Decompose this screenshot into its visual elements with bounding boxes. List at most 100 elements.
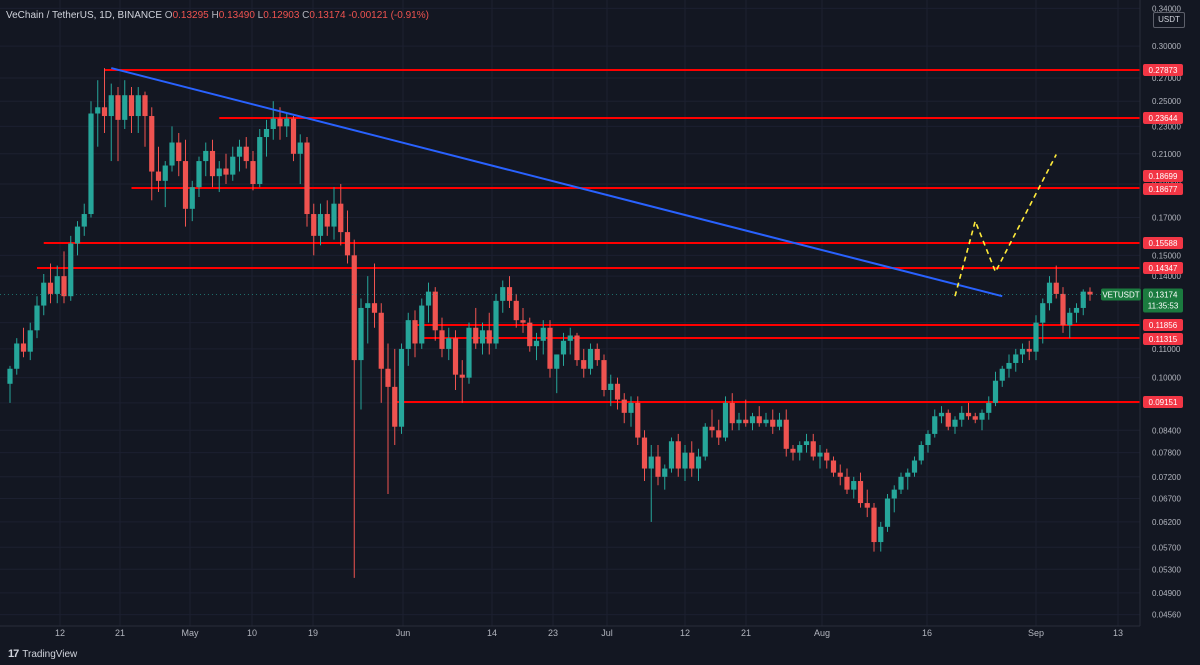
- tradingview-brand[interactable]: 17 TradingView: [8, 648, 77, 660]
- candle-body: [952, 419, 958, 427]
- candle-body: [1019, 348, 1026, 355]
- level-price-tag: [1143, 333, 1183, 345]
- symbol-title[interactable]: VeChain / TetherUS, 1D, BINANCE: [6, 10, 162, 21]
- candle-body: [837, 472, 843, 477]
- candle-body: [324, 214, 330, 227]
- candle-body: [385, 368, 391, 387]
- level-price-label: 0.23644: [1149, 114, 1178, 123]
- candle-body: [27, 330, 33, 352]
- level-price-tag: [1143, 112, 1183, 124]
- price-tick-label: 0.06200: [1152, 518, 1181, 527]
- candle-body: [857, 481, 864, 504]
- candle-body: [439, 330, 445, 349]
- candle-body: [992, 380, 999, 403]
- candle-body: [925, 433, 931, 446]
- level-price-label: 0.14347: [1149, 264, 1178, 273]
- candle-body: [311, 214, 317, 236]
- candle-body: [851, 481, 857, 490]
- time-tick-label: Jul: [601, 628, 613, 638]
- candle-body: [344, 232, 351, 256]
- candle-body: [999, 368, 1005, 381]
- candle-body: [1006, 362, 1012, 369]
- close-value: 0.13174: [309, 10, 346, 21]
- candle-body: [945, 412, 951, 427]
- candle-body: [905, 472, 911, 477]
- candle-body: [513, 300, 519, 321]
- candle-body: [209, 150, 216, 177]
- candle-body: [338, 203, 344, 233]
- projection-layer: [954, 154, 1057, 297]
- candle-body: [695, 456, 702, 469]
- candle-body: [169, 142, 175, 166]
- price-tick-label: 0.08400: [1152, 426, 1181, 435]
- candle-body: [878, 526, 884, 543]
- time-tick-label: 23: [548, 628, 558, 638]
- level-price-label: 0.15588: [1149, 239, 1178, 248]
- candle-body: [770, 419, 776, 427]
- candle-body: [783, 419, 789, 449]
- low-value: 0.12903: [263, 10, 300, 21]
- price-axis[interactable]: 0.34000 0.30000 0.27000 0.25000 0.23000 0.210…: [1152, 4, 1181, 619]
- time-tick-label: May: [181, 628, 199, 638]
- candle-body: [1053, 282, 1059, 294]
- candle-body: [722, 402, 729, 438]
- candles: [7, 68, 1093, 578]
- candle-body: [628, 402, 634, 413]
- candle-body: [506, 287, 513, 301]
- candle-body: [756, 416, 762, 424]
- time-axis[interactable]: 12 21 May 10 19 Jun 14 23 Jul 12 21 Aug 16 Sep 13: [55, 628, 1123, 638]
- candle-body: [655, 456, 661, 477]
- candle-body: [614, 383, 621, 400]
- price-tick-label: 0.10000: [1152, 374, 1181, 383]
- candle-body: [479, 330, 486, 344]
- level-price-tag: [1143, 237, 1183, 249]
- level-price-tag: [1143, 262, 1183, 274]
- candle-body: [1067, 312, 1073, 326]
- candle-body: [378, 312, 384, 369]
- level-price-tag: [1143, 64, 1183, 76]
- price-tick-label: 0.15000: [1152, 251, 1181, 260]
- candle-body: [716, 430, 722, 438]
- price-tick-label: 0.23000: [1152, 122, 1181, 131]
- time-tick-label: 13: [1113, 628, 1123, 638]
- candle-body: [520, 320, 526, 323]
- descending-trendline: [111, 67, 1003, 298]
- candle-body: [743, 419, 749, 424]
- symbol-header[interactable]: VeChain / TetherUS, 1D, BINANCE O0.13295…: [6, 10, 429, 21]
- time-tick-label: 19: [308, 628, 318, 638]
- candle-body: [871, 507, 877, 543]
- candle-body: [290, 118, 297, 154]
- level-price-label: 0.11315: [1149, 335, 1178, 344]
- candle-body: [662, 468, 668, 477]
- price-tick-label: 0.04900: [1152, 589, 1181, 598]
- candle-body: [1013, 354, 1019, 363]
- time-tick-label: 16: [922, 628, 932, 638]
- candle-body: [702, 426, 708, 457]
- candle-countdown-label: 11:35:53: [1148, 301, 1179, 310]
- time-tick-label: 14: [487, 628, 497, 638]
- candle-body: [95, 107, 101, 114]
- candle-body: [115, 95, 121, 120]
- high-value: 0.13490: [218, 10, 255, 21]
- open-label: O: [164, 10, 173, 21]
- candle-body: [452, 338, 459, 375]
- level-price-tag: [1143, 396, 1183, 408]
- candle-body: [88, 113, 94, 215]
- level-labels: 0.27873 0.23644 0.18699 0.18677 0.15588 0.143…: [1143, 64, 1183, 408]
- candle-body: [763, 419, 769, 424]
- candle-body: [236, 146, 243, 157]
- candle-body: [560, 340, 567, 355]
- level-price-tag: [1143, 170, 1183, 182]
- candle-body: [61, 276, 67, 297]
- candle-body: [587, 348, 594, 369]
- candle-body: [736, 419, 742, 424]
- candle-body: [216, 168, 222, 177]
- low-label: L: [257, 10, 264, 21]
- currency-badge[interactable]: USDT: [1153, 12, 1185, 28]
- candle-body: [223, 168, 229, 175]
- candle-body: [581, 360, 587, 369]
- candle-body: [68, 243, 74, 297]
- candle-body: [547, 327, 553, 369]
- candle-body: [446, 338, 452, 349]
